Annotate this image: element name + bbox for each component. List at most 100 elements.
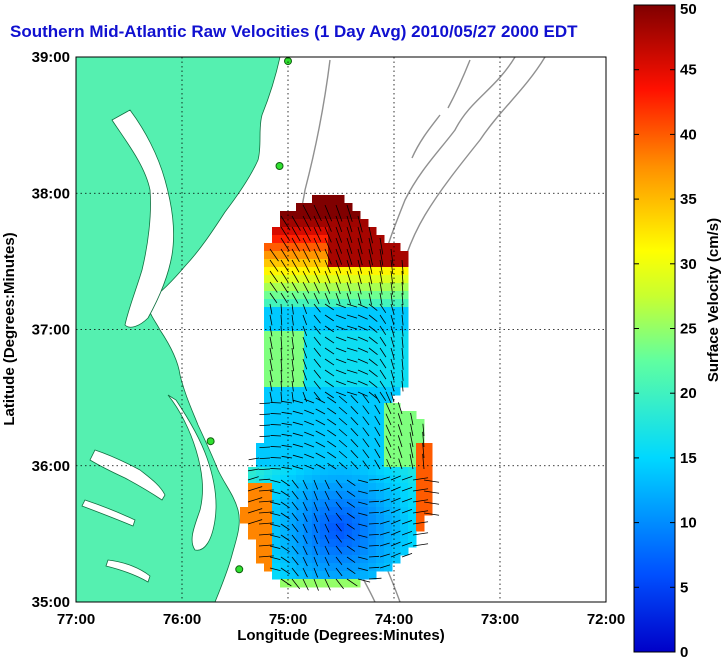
velocity-cell	[288, 571, 297, 580]
velocity-cell	[320, 363, 329, 372]
current-vector	[368, 292, 372, 305]
velocity-cell	[336, 403, 345, 412]
current-vector	[280, 578, 292, 587]
velocity-cell	[368, 251, 377, 260]
current-vector	[357, 369, 369, 375]
velocity-cell	[320, 571, 329, 580]
current-vector	[335, 347, 347, 353]
velocity-cell	[352, 227, 361, 236]
velocity-cell	[360, 443, 369, 452]
current-vector	[291, 292, 299, 304]
velocity-cell	[392, 379, 401, 388]
velocity-cell	[336, 411, 345, 420]
velocity-cell	[280, 459, 289, 468]
velocity-cell	[368, 531, 377, 540]
current-vector	[346, 578, 358, 587]
current-vector	[368, 478, 380, 481]
current-vector	[247, 476, 259, 481]
velocity-cell	[352, 435, 361, 444]
velocity-cell	[352, 283, 361, 292]
velocity-cell	[288, 475, 297, 484]
velocity-cell	[384, 267, 393, 276]
velocity-cell	[296, 555, 305, 564]
current-vector	[374, 415, 381, 426]
velocity-cell	[408, 443, 417, 452]
velocity-cell	[280, 387, 289, 396]
current-vector	[291, 226, 301, 242]
velocity-cell	[352, 539, 361, 548]
current-vector	[291, 545, 299, 555]
velocity-cell	[376, 475, 385, 484]
current-vector	[313, 567, 319, 578]
current-vector	[346, 380, 358, 385]
velocity-cell	[344, 379, 353, 388]
velocity-cell	[280, 339, 289, 348]
current-vector	[335, 545, 343, 554]
velocity-cell	[272, 403, 281, 412]
velocity-cell	[312, 315, 321, 324]
current-vector	[280, 270, 289, 283]
current-vector	[258, 555, 274, 558]
current-vector	[379, 303, 387, 314]
current-vector	[379, 281, 383, 295]
velocity-cell	[360, 227, 369, 236]
current-vector	[346, 314, 358, 319]
current-vector	[390, 325, 395, 337]
velocity-cell	[280, 347, 289, 356]
velocity-cell	[352, 491, 361, 500]
velocity-cell	[272, 491, 281, 500]
velocity-cell	[272, 451, 281, 460]
current-vector	[269, 358, 273, 372]
current-vector	[357, 336, 369, 342]
velocity-cell	[280, 515, 289, 524]
colorbar-tick-label: 45	[680, 62, 697, 79]
current-vector	[313, 270, 321, 284]
velocity-cell	[336, 427, 345, 436]
velocity-cell	[384, 315, 393, 324]
current-vector	[302, 237, 311, 252]
velocity-cell	[296, 395, 305, 404]
current-vector	[315, 397, 326, 404]
velocity-cell	[408, 411, 417, 420]
velocity-cell	[376, 395, 385, 404]
velocity-cell	[264, 331, 273, 340]
current-vector	[280, 336, 283, 350]
velocity-cell	[352, 475, 361, 484]
current-vector	[304, 431, 315, 437]
current-vector	[357, 347, 369, 353]
current-vector	[385, 391, 392, 404]
velocity-cell	[360, 507, 369, 516]
velocity-cell	[304, 523, 313, 532]
velocity-cell	[360, 283, 369, 292]
current-vector	[368, 380, 378, 388]
velocity-cell	[368, 243, 377, 252]
velocity-cell	[296, 347, 305, 356]
current-vector	[258, 478, 270, 481]
current-vector	[302, 545, 308, 556]
current-vector	[302, 501, 308, 512]
current-vector	[291, 237, 301, 252]
velocity-cell	[312, 483, 321, 492]
velocity-cell	[272, 307, 281, 316]
colorbar-tick-label: 30	[680, 256, 697, 273]
velocity-cell	[248, 499, 257, 508]
current-vector	[346, 237, 353, 255]
velocity-cell	[344, 523, 353, 532]
velocity-cell	[400, 307, 409, 316]
velocity-cell	[312, 307, 321, 316]
current-vector	[281, 411, 293, 415]
velocity-cell	[400, 299, 409, 308]
current-vector	[324, 303, 334, 311]
velocity-cell	[328, 267, 337, 276]
velocity-cell	[360, 483, 369, 492]
current-vector	[269, 270, 279, 283]
current-vector	[368, 314, 378, 322]
velocity-cell	[360, 451, 369, 460]
current-vector	[315, 441, 326, 448]
current-vector	[423, 479, 440, 483]
velocity-cell	[296, 563, 305, 572]
current-vector	[379, 336, 387, 347]
current-vector	[412, 543, 429, 547]
velocity-cell	[312, 235, 321, 244]
velocity-cell	[296, 275, 305, 284]
